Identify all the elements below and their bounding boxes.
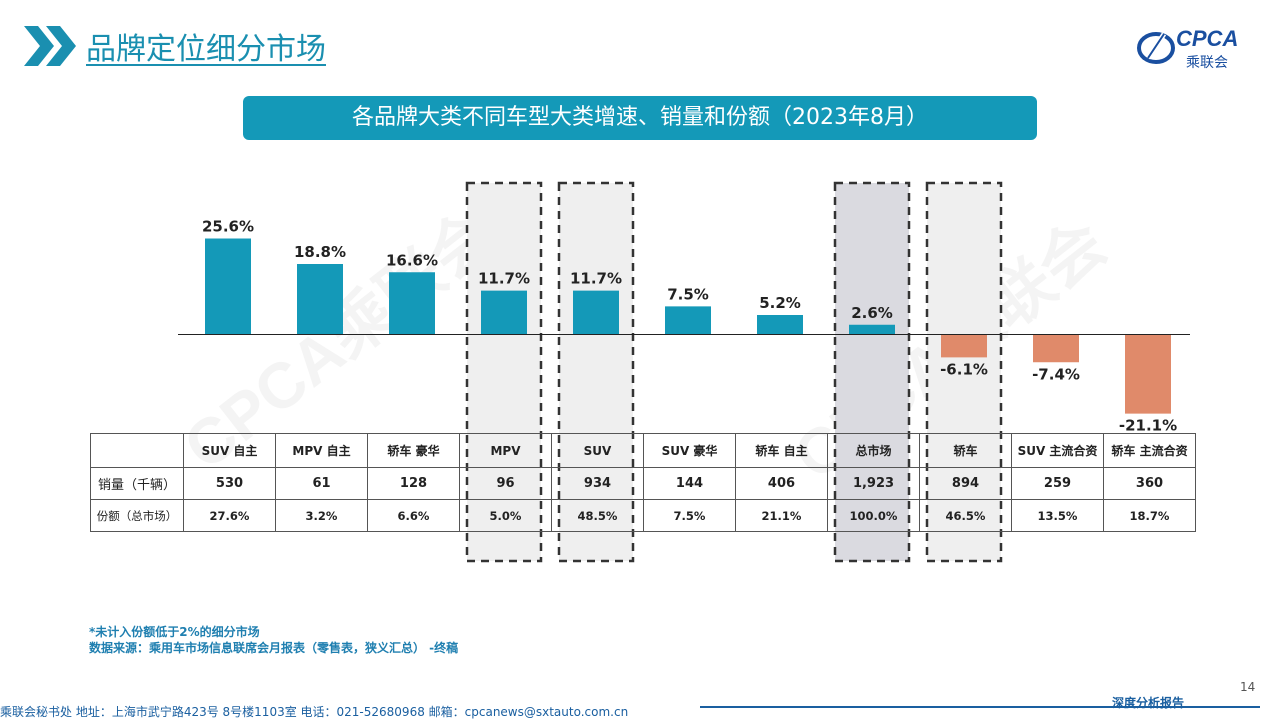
table-cell: 894 xyxy=(919,467,1012,500)
table-cell: 144 xyxy=(643,467,736,500)
data-label: 11.7% xyxy=(478,270,530,288)
table-header-cell: 轿车 自主 xyxy=(735,433,828,468)
data-label: 16.6% xyxy=(386,251,438,269)
chart-banner-title: 各品牌大类不同车型大类增速、销量和份额（2023年8月） xyxy=(243,96,1037,140)
table-cell: 46.5% xyxy=(919,499,1012,532)
table-header-cell: MPV xyxy=(459,433,552,468)
footnote: *未计入份额低于2%的细分市场 数据来源：乘用车市场信息联席会月报表（零售表，狭… xyxy=(89,624,458,656)
table-header-cell: SUV 豪华 xyxy=(643,433,736,468)
table-cell: 7.5% xyxy=(643,499,736,532)
data-label: 2.6% xyxy=(851,304,893,322)
bar xyxy=(941,334,987,358)
bar xyxy=(205,238,251,335)
table-header-row: SUV 自主 MPV 自主 轿车 豪华 MPV SUV SUV 豪华 轿车 自主 总市场 轿车 S… xyxy=(90,433,1196,468)
table-cell: 6.6% xyxy=(367,499,460,532)
bar xyxy=(297,264,343,335)
data-table: SUV 自主 MPV 自主 轿车 豪华 MPV SUV SUV 豪华 轿车 自主 总市场 轿车 S… xyxy=(90,433,1196,532)
bar xyxy=(1033,334,1079,363)
table-cell: 3.2% xyxy=(275,499,368,532)
data-label: -21.1% xyxy=(1119,417,1177,435)
table-corner-cell xyxy=(90,433,184,468)
table-cell: 13.5% xyxy=(1011,499,1104,532)
data-label: -6.1% xyxy=(940,360,988,378)
data-label: 7.5% xyxy=(667,285,709,303)
table-cell: 128 xyxy=(367,467,460,500)
table-header-cell: SUV 主流合资 xyxy=(1011,433,1104,468)
table-header-cell: MPV 自主 xyxy=(275,433,368,468)
bar xyxy=(573,290,619,335)
table-header-cell: 总市场 xyxy=(827,433,920,468)
bar xyxy=(849,324,895,335)
data-label: 11.7% xyxy=(570,270,622,288)
bar xyxy=(1125,334,1171,414)
table-header-cell: SUV 自主 xyxy=(183,433,276,468)
table-cell: 100.0% xyxy=(827,499,920,532)
table-cell: 934 xyxy=(551,467,644,500)
table-cell: 1,923 xyxy=(827,467,920,500)
bar xyxy=(757,315,803,335)
table-cell: 18.7% xyxy=(1103,499,1196,532)
data-label: 5.2% xyxy=(759,294,801,312)
bar xyxy=(389,272,435,335)
table-cell: 61 xyxy=(275,467,368,500)
footer-report-label: 深度分析报告 xyxy=(1112,696,1185,710)
table-row: 销量（千辆） 530 61 128 96 934 144 406 1,923 894 259 360 xyxy=(90,467,1196,500)
table-cell: 5.0% xyxy=(459,499,552,532)
footnote-source: 数据来源：乘用车市场信息联席会月报表（零售表，狭义汇总） -终稿 xyxy=(89,641,459,655)
table-cell: 27.6% xyxy=(183,499,276,532)
table-cell: 21.1% xyxy=(735,499,828,532)
page-title: 品牌定位细分市场 xyxy=(86,32,326,67)
table-cell: 48.5% xyxy=(551,499,644,532)
data-label: -7.4% xyxy=(1032,365,1080,383)
logo: CPCA 乘联会 xyxy=(1134,22,1258,72)
page-number: 14 xyxy=(1240,680,1256,694)
logo-subtitle: 乘联会 xyxy=(1186,55,1228,71)
table-cell: 406 xyxy=(735,467,828,500)
table-cell: 360 xyxy=(1103,467,1196,500)
footer-contact: 乘联会秘书处 地址：上海市武宁路423号 8号楼1103室 电话：021-526… xyxy=(0,705,629,719)
table-cell: 530 xyxy=(183,467,276,500)
bar xyxy=(665,306,711,335)
table-header-cell: 轿车 主流合资 xyxy=(1103,433,1196,468)
table-header-cell: 轿车 豪华 xyxy=(367,433,460,468)
table-row: 份额（总市场） 27.6% 3.2% 6.6% 5.0% 48.5% 7.5% 21.1% 10… xyxy=(90,499,1196,532)
footnote-note: *未计入份额低于2%的细分市场 xyxy=(89,625,260,639)
cpca-logo-icon xyxy=(1137,32,1175,64)
logo-text: CPCA xyxy=(1176,26,1239,51)
table-header-cell: SUV xyxy=(551,433,644,468)
table-row-label: 销量（千辆） xyxy=(90,467,184,500)
footer-rule xyxy=(700,706,1260,708)
chevron-icon xyxy=(24,26,76,66)
table-row-label: 份额（总市场） xyxy=(90,499,184,532)
table-cell: 96 xyxy=(459,467,552,500)
table-cell: 259 xyxy=(1011,467,1104,500)
data-label: 18.8% xyxy=(294,243,346,261)
bar xyxy=(481,290,527,335)
table-header-cell: 轿车 xyxy=(919,433,1012,468)
data-label: 25.6% xyxy=(202,218,254,236)
